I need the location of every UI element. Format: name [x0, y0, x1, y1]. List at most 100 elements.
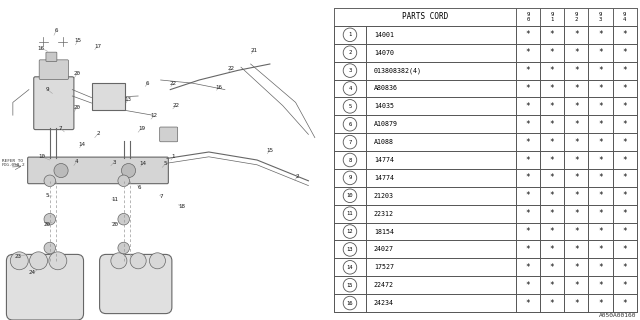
Circle shape — [44, 242, 56, 254]
Bar — [564, 205, 588, 223]
Text: 14774: 14774 — [374, 175, 394, 181]
Text: *: * — [574, 281, 579, 290]
Text: 9: 9 — [46, 87, 49, 92]
Circle shape — [343, 46, 356, 60]
Text: 15: 15 — [347, 283, 353, 288]
Text: *: * — [550, 299, 554, 308]
Text: *: * — [574, 263, 579, 272]
Text: 013808382(4): 013808382(4) — [374, 67, 422, 74]
Text: 16: 16 — [347, 300, 353, 306]
Text: *: * — [574, 138, 579, 147]
Bar — [612, 44, 637, 62]
Text: *: * — [622, 227, 627, 236]
Text: 14070: 14070 — [374, 50, 394, 56]
Bar — [516, 97, 540, 115]
Text: 16: 16 — [37, 45, 44, 51]
Bar — [564, 97, 588, 115]
Text: *: * — [598, 102, 603, 111]
Circle shape — [118, 175, 129, 187]
Text: *: * — [574, 173, 579, 182]
FancyBboxPatch shape — [34, 77, 74, 130]
Text: 22: 22 — [228, 66, 235, 71]
Bar — [612, 62, 637, 80]
Text: *: * — [574, 84, 579, 93]
Bar — [334, 223, 366, 240]
Text: *: * — [574, 299, 579, 308]
Bar — [366, 80, 516, 97]
Text: 2: 2 — [348, 50, 351, 55]
Bar — [516, 240, 540, 258]
Bar — [612, 133, 637, 151]
Bar — [588, 80, 612, 97]
FancyBboxPatch shape — [6, 254, 84, 320]
Text: *: * — [622, 209, 627, 218]
Bar — [366, 133, 516, 151]
Text: 24: 24 — [29, 270, 36, 275]
Bar — [334, 205, 366, 223]
Text: 9
0: 9 0 — [526, 12, 529, 22]
Bar — [516, 187, 540, 205]
Text: *: * — [598, 30, 603, 39]
Bar — [564, 26, 588, 44]
Bar — [334, 8, 516, 26]
Text: *: * — [598, 66, 603, 75]
Bar — [366, 62, 516, 80]
Bar — [564, 8, 588, 26]
Bar — [588, 294, 612, 312]
Bar — [516, 276, 540, 294]
Text: *: * — [574, 156, 579, 164]
Text: 22472: 22472 — [374, 282, 394, 288]
Circle shape — [343, 171, 356, 185]
Bar — [540, 97, 564, 115]
Circle shape — [343, 189, 356, 203]
Text: 5: 5 — [348, 104, 351, 109]
Text: 6: 6 — [348, 122, 351, 127]
Bar — [540, 187, 564, 205]
Text: *: * — [574, 66, 579, 75]
Circle shape — [49, 252, 67, 270]
Text: 14: 14 — [140, 161, 147, 166]
Text: *: * — [550, 66, 554, 75]
Circle shape — [343, 100, 356, 113]
Text: *: * — [525, 102, 530, 111]
Bar — [366, 44, 516, 62]
Text: *: * — [550, 281, 554, 290]
Text: 24234: 24234 — [374, 300, 394, 306]
Circle shape — [343, 225, 356, 238]
Bar — [588, 133, 612, 151]
Bar — [588, 97, 612, 115]
Text: *: * — [525, 30, 530, 39]
Bar — [564, 44, 588, 62]
Bar — [334, 44, 366, 62]
Text: *: * — [598, 209, 603, 218]
Text: *: * — [622, 138, 627, 147]
Text: *: * — [598, 120, 603, 129]
Bar — [540, 276, 564, 294]
Text: *: * — [574, 209, 579, 218]
Bar — [564, 294, 588, 312]
Bar — [540, 133, 564, 151]
Text: *: * — [550, 48, 554, 57]
Text: REFER TO
FIG.050-2: REFER TO FIG.050-2 — [2, 159, 25, 167]
Bar — [612, 205, 637, 223]
Text: 9
4: 9 4 — [623, 12, 627, 22]
Text: *: * — [622, 48, 627, 57]
Circle shape — [10, 252, 28, 270]
Text: *: * — [550, 102, 554, 111]
Text: *: * — [525, 245, 530, 254]
Bar — [366, 223, 516, 240]
Bar — [540, 8, 564, 26]
Text: PARTS CORD: PARTS CORD — [402, 12, 448, 21]
Text: *: * — [525, 48, 530, 57]
Circle shape — [343, 278, 356, 292]
Text: *: * — [550, 156, 554, 164]
Bar — [612, 223, 637, 240]
Bar — [334, 62, 366, 80]
Text: *: * — [598, 173, 603, 182]
Text: 14: 14 — [79, 141, 85, 147]
Bar — [516, 62, 540, 80]
Bar — [334, 133, 366, 151]
Text: *: * — [550, 227, 554, 236]
Text: *: * — [525, 66, 530, 75]
Text: *: * — [550, 84, 554, 93]
